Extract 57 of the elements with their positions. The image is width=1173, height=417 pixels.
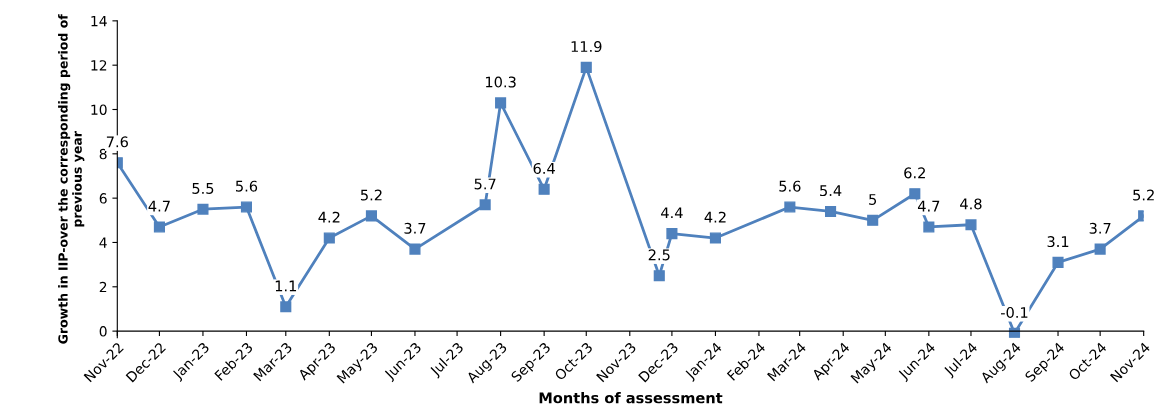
data-label: 5.6 [236, 180, 258, 192]
point [709, 232, 721, 244]
point [580, 61, 592, 73]
data-label: 4.4 [661, 207, 683, 219]
data-label: 4.7 [148, 200, 170, 212]
y-axis-title: Growth in IIP-over the corresponding period of previous year [58, 14, 85, 344]
data-label: -0.1 [1000, 306, 1028, 319]
data-label: 5.5 [192, 183, 214, 194]
point [197, 203, 209, 215]
point [365, 210, 377, 222]
point [653, 270, 665, 282]
point [323, 232, 335, 244]
y-tick-label: 14 [91, 16, 107, 27]
point [867, 214, 879, 226]
y-tick-label: 6 [99, 193, 107, 204]
data-label: 6.2 [904, 167, 925, 179]
data-label: 6.4 [533, 162, 555, 174]
data-label: 10.3 [485, 76, 516, 88]
data-label: 5.2 [360, 189, 382, 201]
point [909, 188, 921, 200]
data-label: 5 [869, 194, 877, 205]
y-tick-label: 4 [99, 237, 107, 248]
point [538, 183, 550, 195]
data-label: 4.2 [318, 211, 340, 223]
point [479, 199, 491, 211]
point [784, 201, 796, 213]
data-label: 5.4 [820, 185, 842, 197]
x-axis-title: Months of assessment [539, 392, 723, 404]
point [923, 221, 935, 233]
y-tick-label: 0 [99, 326, 107, 337]
point [825, 205, 837, 218]
data-label: 11.9 [571, 41, 602, 53]
data-label: 4.8 [960, 198, 982, 210]
data-label: 3.1 [1047, 236, 1069, 248]
point [1094, 243, 1106, 255]
point [666, 228, 678, 240]
point [409, 243, 421, 255]
y-tick-label: 8 [99, 148, 107, 160]
point [153, 221, 165, 233]
point [240, 201, 253, 213]
data-label: 3.7 [1089, 222, 1111, 234]
point [495, 97, 507, 109]
data-label: 1.1 [275, 280, 297, 292]
data-label: 5.7 [474, 178, 496, 190]
data-label: 5.2 [1133, 189, 1154, 201]
data-label: 2.5 [648, 249, 670, 261]
data-label: 5.6 [779, 180, 801, 192]
point [965, 219, 977, 231]
data-label: 4.7 [917, 200, 940, 212]
data-label: 7.6 [106, 136, 128, 148]
point [1052, 256, 1064, 268]
point [280, 301, 292, 313]
data-label: 4.2 [704, 211, 726, 223]
data-label: 3.7 [404, 222, 426, 234]
y-tick-label: 12 [91, 60, 107, 71]
y-tick-label: 2 [99, 281, 107, 293]
y-tick-label: 10 [91, 104, 107, 115]
